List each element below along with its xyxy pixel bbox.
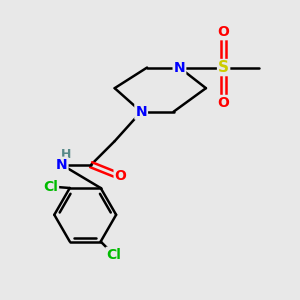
Text: O: O	[218, 25, 230, 39]
Text: O: O	[218, 96, 230, 110]
Text: Cl: Cl	[43, 179, 58, 194]
Text: S: S	[218, 60, 229, 75]
Text: N: N	[56, 158, 68, 172]
Text: O: O	[115, 169, 127, 184]
Text: N: N	[135, 105, 147, 119]
Text: Cl: Cl	[106, 248, 122, 262]
Text: H: H	[61, 148, 71, 161]
Text: N: N	[174, 61, 185, 75]
